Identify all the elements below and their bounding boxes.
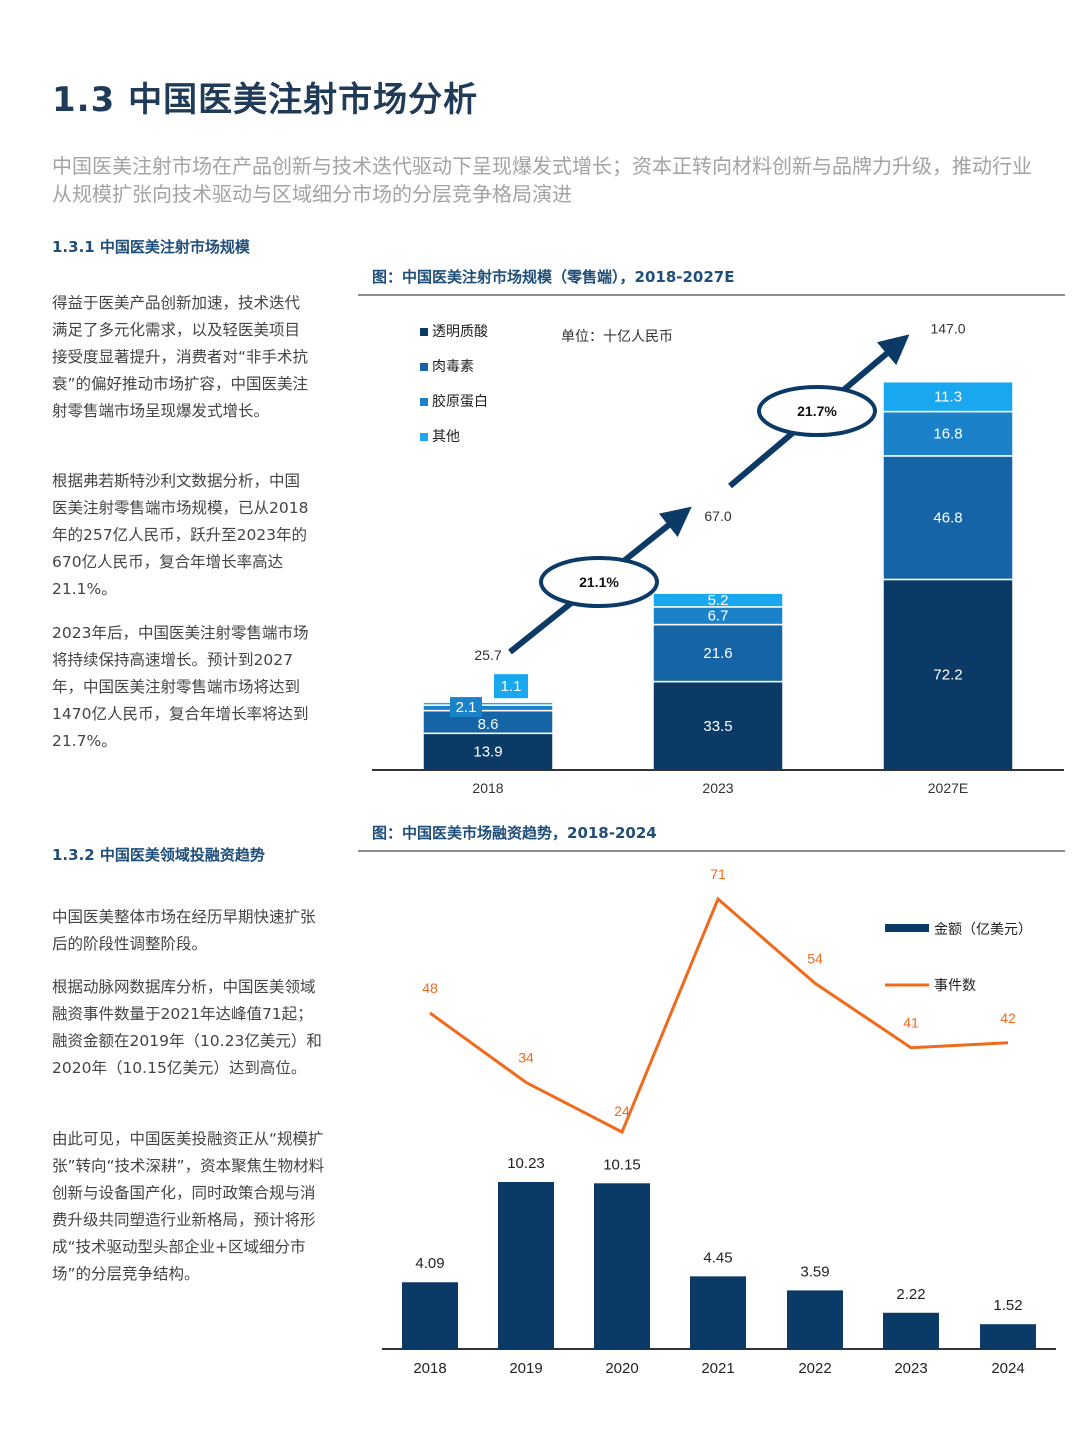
value-label-2027E-4: 11.3 [934, 389, 962, 406]
x-tick-label-2022: 2022 [798, 1360, 831, 1377]
section-heading-market-size: 1.3.1 中国医美注射市场规模 [52, 238, 250, 256]
section-heading-financing: 1.3.2 中国医美领域投融资趋势 [52, 846, 265, 864]
line-value-label-2018: 48 [422, 980, 438, 996]
x-tick-label-2023: 2023 [894, 1360, 927, 1377]
bar-2027E-segment-4 [882, 380, 1014, 413]
bar-2023-segment-4 [652, 592, 784, 608]
total-label-2027E: 147.0 [930, 321, 965, 337]
bar-2022 [787, 1290, 843, 1349]
financing-paragraph-3: 由此可见，中国医美投融资正从“规模扩张”转向“技术深耕”，资本聚焦生物材料创新与… [52, 1130, 325, 1283]
line-value-label-2023: 41 [903, 1015, 919, 1031]
value-label-2018-4: 1.1 [501, 678, 522, 695]
line-value-label-2020: 24 [614, 1103, 630, 1119]
bar-2019 [498, 1182, 554, 1349]
cagr-oval-2 [757, 385, 877, 437]
bar-2023-segment-2 [652, 623, 784, 683]
bar-value-label-2023: 2.22 [896, 1286, 925, 1303]
legend-label-3: 胶原蛋白 [432, 393, 488, 409]
x-tick-label-2018: 2018 [472, 780, 503, 796]
legend-swatch-3 [420, 398, 428, 406]
line-value-label-2021: 71 [710, 866, 726, 882]
bar-value-label-2024: 1.52 [993, 1297, 1022, 1314]
cagr-oval-1 [539, 556, 659, 608]
lead-paragraph: 中国医美注射市场在产品创新与技术迭代驱动下呈现爆发式增长；资本正转向材料创新与品… [52, 154, 1032, 206]
value-label-2023-4: 5.2 [708, 592, 729, 609]
x-tick-label-2018: 2018 [413, 1360, 446, 1377]
financing-paragraph-2: 根据动脉网数据库分析，中国医美领域融资事件数量于2021年达峰值71起；融资金额… [52, 978, 322, 1077]
x-tick-label-2019: 2019 [509, 1360, 542, 1377]
line-value-label-2022: 54 [807, 950, 823, 966]
legend-swatch-2 [420, 363, 428, 371]
legend-label-4: 其他 [432, 428, 460, 444]
bar-2020 [594, 1183, 650, 1349]
financing-paragraph-1: 中国医美整体市场在经历早期快速扩张后的阶段性调整阶段。 [52, 908, 316, 953]
market-size-paragraph-2: 根据弗若斯特沙利文数据分析，中国医美注射零售端市场规模，已从2018年的257亿… [52, 472, 309, 598]
value-label-2023-3: 6.7 [708, 608, 729, 625]
line-value-label-2019: 34 [518, 1049, 534, 1065]
legend-label-1: 透明质酸 [432, 323, 488, 339]
total-label-2023: 67.0 [704, 508, 731, 524]
financing-trend-chart: 4.09 2018 10.23 2019 10.15 2020 4.45 2021 3.59 20… [382, 866, 1056, 1377]
market-size-paragraph-1: 得益于医美产品创新加速，技术迭代满足了多元化需求，以及轻医美项目接受度显著提升，… [52, 294, 309, 420]
chart1-title-rule [358, 294, 1065, 296]
x-tick-label-2024: 2024 [991, 1360, 1024, 1377]
bar-2023-segment-1 [652, 680, 784, 771]
legend-label-amount: 金额（亿美元） [934, 921, 1032, 937]
bar-2027E-segment-3 [882, 410, 1014, 457]
value-label-2018-1: 13.9 [473, 744, 502, 761]
legend-label-events: 事件数 [934, 977, 976, 993]
events-line [429, 896, 1009, 1135]
value-label-2027E-1: 72.2 [933, 667, 962, 684]
bar-2027E-segment-1 [882, 578, 1014, 771]
value-label-2023-2: 21.6 [703, 645, 732, 662]
value-label-2023-1: 33.5 [703, 718, 732, 735]
bar-value-label-2018: 4.09 [415, 1255, 444, 1272]
value-label-2018-3: 2.1 [456, 699, 477, 716]
bar-value-label-2022: 3.59 [800, 1263, 829, 1280]
x-tick-label-2027E: 2027E [928, 780, 968, 796]
legend-swatch-1 [420, 328, 428, 336]
bar-2024 [980, 1324, 1036, 1349]
line-value-label-2024: 42 [1000, 1010, 1016, 1026]
x-tick-label-2023: 2023 [702, 780, 733, 796]
bar-value-label-2020: 10.15 [603, 1156, 641, 1173]
chart2-title: 图：中国医美市场融资趋势，2018-2024 [372, 824, 657, 842]
bar-2018-segment-4 [422, 701, 554, 706]
bar-2018-segment-3 [422, 704, 554, 712]
bar-2027E-segment-2 [882, 455, 1014, 581]
total-label-2018: 25.7 [474, 647, 501, 663]
page-title: 1.3 中国医美注射市场分析 [52, 80, 479, 120]
value-label-2018-2: 8.6 [478, 716, 499, 733]
bar-2023 [883, 1312, 939, 1349]
legend-swatch-4 [420, 433, 428, 441]
bar-value-label-2021: 4.45 [703, 1249, 732, 1266]
x-tick-label-2020: 2020 [605, 1360, 638, 1377]
market-size-paragraph-3: 2023年后，中国医美注射零售端市场将持续保持高速增长。预计到2027年，中国医… [52, 624, 309, 750]
value-label-2027E-2: 46.8 [933, 510, 962, 527]
label-box-2018-3 [450, 697, 482, 718]
bar-2021 [690, 1276, 746, 1349]
legend-swatch-amount [885, 924, 929, 932]
bar-2018 [402, 1282, 458, 1349]
unit-label: 单位：十亿人民币 [561, 328, 673, 344]
cagr-label-1: 21.1% [579, 574, 619, 590]
x-tick-label-2021: 2021 [701, 1360, 734, 1377]
bar-value-label-2019: 10.23 [507, 1155, 545, 1172]
value-label-2027E-3: 16.8 [933, 426, 962, 443]
legend-label-2: 肉毒素 [432, 358, 474, 374]
cagr-label-2: 21.7% [797, 403, 837, 419]
chart1-title: 图：中国医美注射市场规模（零售端），2018-2027E [372, 268, 735, 286]
label-box-2018-4 [494, 674, 528, 699]
chart2-title-rule [358, 850, 1065, 852]
